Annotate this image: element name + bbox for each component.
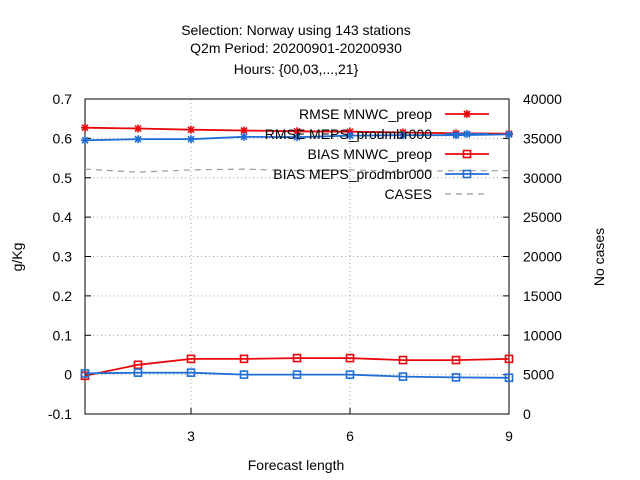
title-line-2: Q2m Period: 20200901-20200930: [190, 40, 402, 56]
title-line-1: Selection: Norway using 143 stations: [181, 22, 411, 38]
point-marker: [463, 110, 471, 118]
point-marker: [240, 132, 248, 141]
y-tick-label: 0.4: [53, 209, 73, 225]
legend-label: BIAS MEPS_prodmbr000: [273, 166, 432, 182]
point-marker: [452, 131, 460, 140]
point-marker: [451, 355, 461, 365]
y2-axis-label: No cases: [591, 228, 607, 286]
point-marker: [239, 354, 249, 364]
point-marker: [187, 125, 195, 134]
series-lines: [80, 123, 514, 383]
y-tick-label: 0.1: [53, 327, 73, 343]
point-marker: [292, 370, 302, 379]
y2-tick-label: 35000: [523, 130, 562, 146]
point-marker: [462, 169, 472, 179]
y-tick-label: 0.3: [53, 249, 73, 265]
point-marker: [345, 370, 355, 379]
point-marker: [462, 149, 472, 159]
legend-label: RMSE MEPS_prodmbr000: [265, 126, 433, 142]
marker-stroke: [187, 135, 195, 143]
point-marker: [504, 354, 514, 364]
point-marker: [186, 354, 196, 364]
x-axis-label: Forecast length: [248, 457, 345, 473]
point-marker: [293, 133, 301, 142]
marker-stroke: [293, 133, 301, 141]
y2-tick-label: 25000: [523, 209, 562, 225]
marker-stroke: [399, 131, 407, 139]
legend-label: BIAS MNWC_preop: [308, 146, 433, 162]
point-marker: [292, 353, 302, 363]
marker-stroke: [293, 127, 301, 135]
marker-stroke: [463, 130, 471, 138]
marker-stroke: [134, 124, 142, 133]
point-marker: [80, 369, 90, 378]
marker-stroke: [346, 132, 354, 140]
marker-stroke: [81, 136, 89, 144]
point-marker: [133, 368, 143, 377]
point-marker: [504, 373, 514, 383]
point-marker: [463, 130, 471, 138]
y2-tick-label: 5000: [523, 367, 554, 383]
y-tick-label: 0: [64, 367, 72, 383]
y2-tick-label: 40000: [523, 91, 562, 107]
grid: [85, 99, 509, 414]
point-marker: [451, 373, 461, 382]
point-marker: [81, 123, 89, 132]
plot-frame: [84, 98, 510, 415]
marker-stroke: [463, 110, 471, 118]
y-tick-label: 0.5: [53, 170, 73, 186]
y2-tick-label: 0: [523, 406, 531, 422]
point-marker: [133, 360, 143, 370]
y-axis-label: g/Kg: [9, 243, 25, 272]
marker-stroke: [134, 135, 142, 143]
title-line-3: Hours: {00,03,...,21}: [234, 61, 359, 77]
point-marker: [187, 135, 195, 144]
chart-title: Selection: Norway using 143 stations Q2m…: [181, 22, 411, 77]
marker-stroke: [505, 130, 513, 139]
point-marker: [398, 355, 408, 365]
y-tick-label: 0.7: [53, 91, 73, 107]
y2-tick-label: 20000: [523, 249, 562, 265]
point-marker: [134, 135, 142, 144]
point-marker: [346, 131, 354, 140]
point-marker: [345, 353, 355, 363]
legend-label: CASES: [385, 186, 432, 202]
legend: RMSE MNWC_preop RMSE MEPS_prodmbr000 BIAS …: [265, 106, 489, 202]
y-tick-label: 0.6: [53, 130, 73, 146]
y2-tick-label: 10000: [523, 327, 562, 343]
legend-label: RMSE MNWC_preop: [299, 106, 432, 122]
axes: -0.1 0 0.1 0.2 0.3 0.4 0.5 0.6 0.7 0 5000 10000 1500…: [48, 91, 562, 444]
marker-stroke: [240, 126, 248, 135]
point-marker: [186, 368, 196, 377]
y-tick-label: -0.1: [48, 406, 72, 422]
point-marker: [399, 131, 407, 140]
series-line: [84, 357, 510, 377]
point-marker: [134, 124, 142, 133]
point-marker: [398, 372, 408, 381]
point-marker: [239, 370, 249, 379]
point-marker: [81, 136, 89, 145]
y2-tick-label: 15000: [523, 288, 562, 304]
x-tick-label: 3: [187, 428, 195, 444]
x-tick-label: 9: [505, 428, 513, 444]
marker-stroke: [240, 133, 248, 141]
y-tick-label: 0.2: [53, 288, 73, 304]
x-tick-label: 6: [346, 428, 354, 444]
series-line: [84, 371, 510, 379]
series-line: [84, 168, 509, 173]
marker-stroke: [187, 126, 195, 134]
y2-tick-label: 30000: [523, 170, 562, 186]
marker-stroke: [81, 124, 89, 132]
point-marker: [505, 130, 513, 139]
